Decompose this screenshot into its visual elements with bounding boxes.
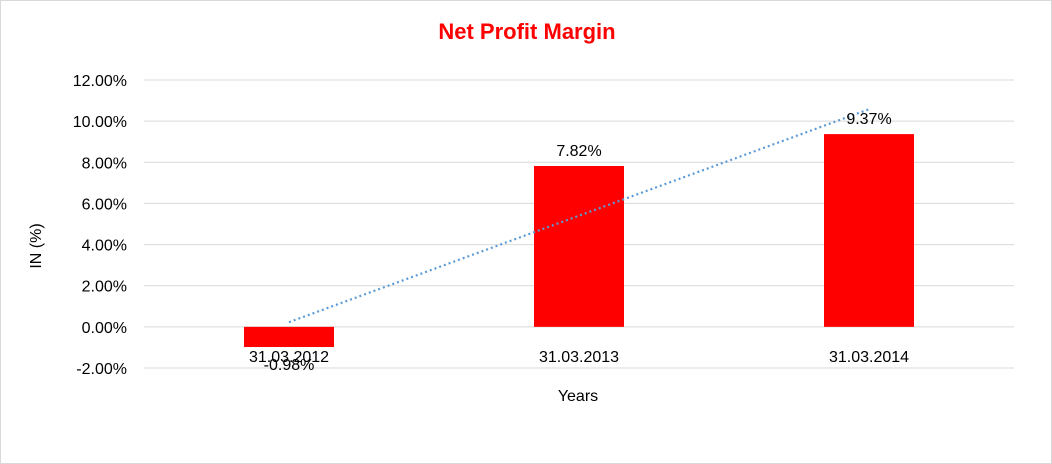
bars [244, 134, 914, 348]
chart-title: Net Profit Margin [438, 19, 615, 44]
y-tick-label: 6.00% [82, 196, 127, 213]
y-tick-label: 4.00% [82, 238, 127, 255]
x-axis-label: Years [558, 388, 598, 405]
bar [824, 134, 914, 327]
bar [244, 326, 334, 348]
bar [534, 165, 624, 327]
x-axis-ticks: 31.03.2012 31.03.2013 31.03.2014 [249, 349, 909, 366]
y-tick-label: 8.00% [82, 155, 127, 172]
x-tick-label: 31.03.2014 [829, 349, 909, 366]
y-axis-ticks: -2.00% 0.00% 2.00% 4.00% 6.00% 8.00% 10.00% 12.… [73, 73, 127, 378]
y-axis-label: IN (%) [28, 223, 45, 268]
data-label: 9.37% [846, 111, 891, 128]
x-tick-label: 31.03.2013 [539, 349, 619, 366]
x-tick-label: 31.03.2012 [249, 349, 329, 366]
data-labels: -0.98% 7.82% 9.37% [264, 111, 892, 374]
y-tick-label: -2.00% [76, 361, 127, 378]
y-tick-label: 12.00% [73, 73, 127, 90]
y-tick-label: 2.00% [82, 279, 127, 296]
y-tick-label: 10.00% [73, 114, 127, 131]
y-tick-label: 0.00% [82, 320, 127, 337]
data-label: 7.82% [556, 143, 601, 160]
data-label: -0.98% [264, 357, 315, 374]
